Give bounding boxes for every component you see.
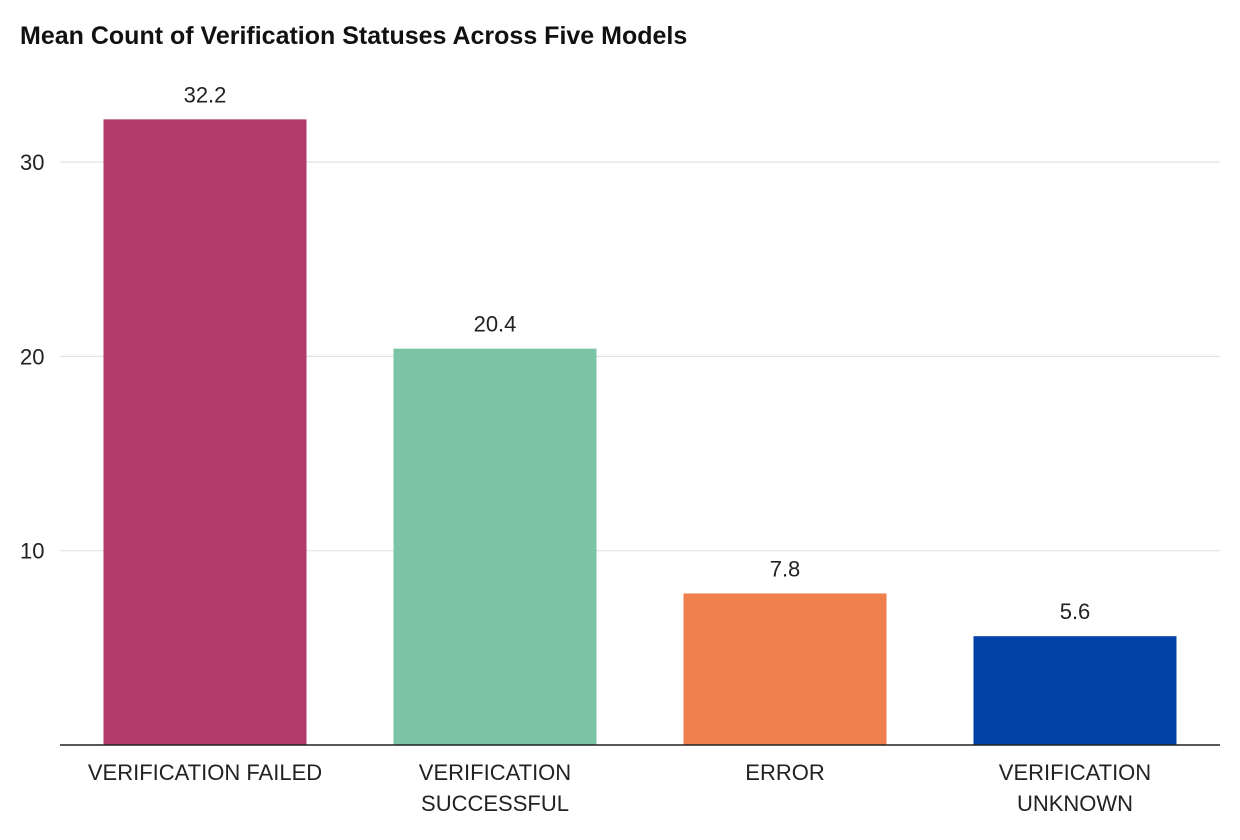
category-label-1-line-1: SUCCESSFUL (421, 791, 569, 816)
bars (103, 119, 1177, 745)
category-label-2-line-0: ERROR (745, 760, 824, 785)
y-tick-label-30: 30 (20, 150, 44, 175)
category-label-1-line-0: VERIFICATION (419, 760, 571, 785)
bar-0 (103, 119, 307, 745)
data-label-2: 7.8 (770, 556, 801, 581)
chart-title: Mean Count of Verification Statuses Acro… (20, 22, 688, 50)
data-label-3: 5.6 (1060, 599, 1091, 624)
bar-1 (393, 348, 597, 745)
y-tick-label-10: 10 (20, 539, 44, 564)
data-label-1: 20.4 (474, 312, 517, 337)
bar-2 (683, 593, 887, 745)
y-tick-label-20: 20 (20, 344, 44, 369)
category-label-3-line-0: VERIFICATION (999, 760, 1151, 785)
category-labels: VERIFICATION FAILED VERIFICATION SUCCESSFU… (88, 760, 1151, 816)
category-label-3-line-1: UNKNOWN (1017, 791, 1133, 816)
data-label-0: 32.2 (184, 82, 227, 107)
data-labels: 32.2 20.4 7.8 5.6 (184, 82, 1091, 624)
bar-3 (973, 636, 1177, 745)
category-label-0-line-0: VERIFICATION FAILED (88, 760, 322, 785)
y-axis-ticks: 10 20 30 (20, 150, 44, 564)
